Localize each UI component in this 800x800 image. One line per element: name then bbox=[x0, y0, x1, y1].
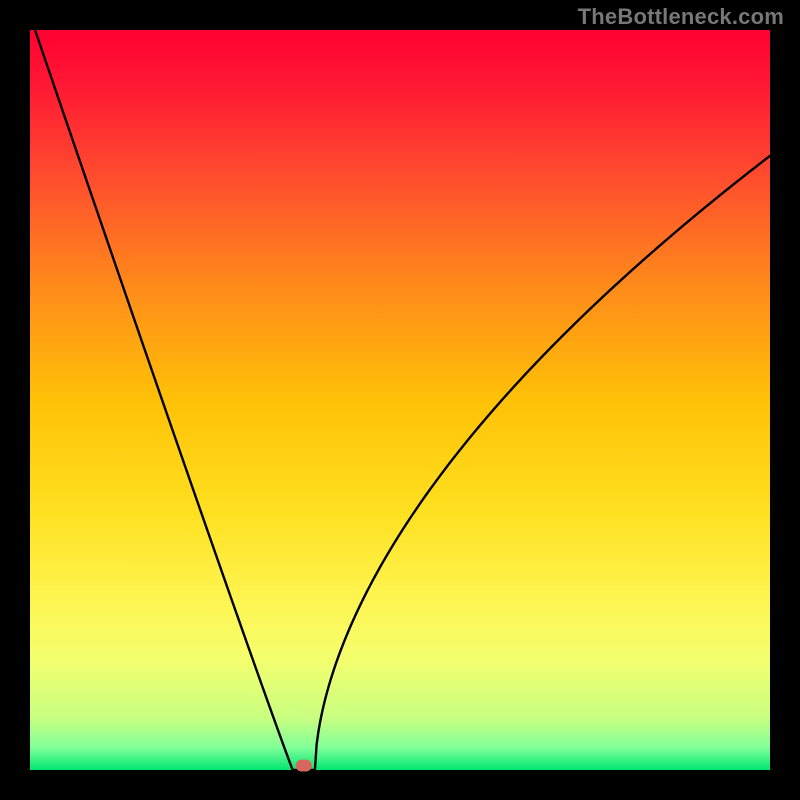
watermark-text: TheBottleneck.com bbox=[578, 4, 784, 30]
bottleneck-chart bbox=[0, 0, 800, 800]
optimal-marker bbox=[296, 760, 312, 772]
plot-background bbox=[30, 30, 770, 770]
chart-frame: TheBottleneck.com bbox=[0, 0, 800, 800]
